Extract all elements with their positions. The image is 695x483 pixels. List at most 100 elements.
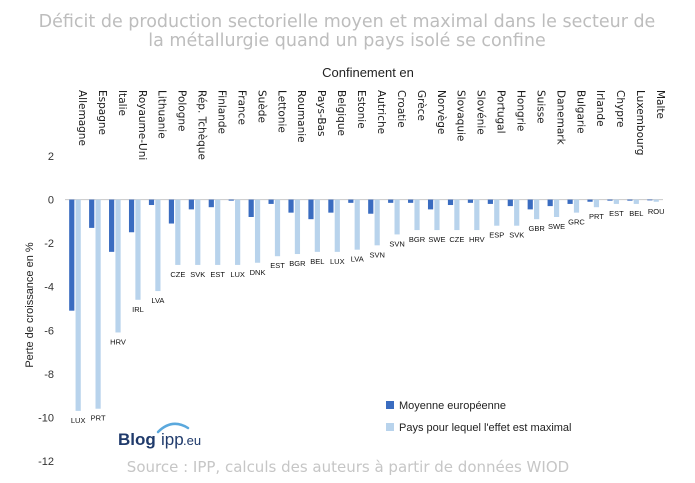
category-label: Slovénie bbox=[475, 90, 487, 135]
bar-average bbox=[427, 199, 434, 210]
category-label: Suisse bbox=[534, 90, 546, 124]
bar-max bbox=[334, 199, 340, 252]
category-label: Bulgarie bbox=[574, 90, 586, 134]
data-label-country-code: SVN bbox=[389, 239, 404, 248]
category-label: Pays-Bas bbox=[315, 90, 327, 137]
bar-average bbox=[567, 199, 573, 204]
bar-average bbox=[607, 199, 613, 201]
labels-layer: LUX Allemagne PRT Espagne HRV Italie IRL Royaum… bbox=[71, 90, 666, 425]
data-label-country-code: LVA bbox=[151, 296, 164, 305]
data-label-country-code: CZE bbox=[449, 235, 464, 244]
category-label: Finlande bbox=[216, 90, 228, 134]
category-label: Hongrie bbox=[515, 90, 527, 131]
bar-average bbox=[408, 199, 414, 203]
bar-max bbox=[633, 199, 639, 204]
bar-average bbox=[627, 199, 633, 201]
data-label-country-code: ESP bbox=[489, 231, 504, 240]
y-tick-label: -8 bbox=[44, 369, 54, 381]
logo-blog-text: Blog bbox=[118, 430, 156, 449]
category-label: Suède bbox=[255, 90, 267, 123]
bar-max bbox=[314, 199, 320, 252]
bar-max bbox=[534, 199, 540, 220]
bar-max bbox=[653, 199, 659, 202]
bar-average bbox=[527, 199, 533, 210]
bar-average bbox=[109, 199, 115, 252]
data-label-country-code: LUX bbox=[71, 416, 86, 425]
data-label-country-code: PRT bbox=[589, 212, 604, 221]
data-label-country-code: HRV bbox=[469, 235, 485, 244]
category-label: Malte bbox=[654, 90, 666, 119]
bar-max bbox=[294, 199, 301, 255]
category-label: Danemark bbox=[554, 90, 566, 146]
bar-average bbox=[168, 199, 175, 224]
bar-average bbox=[348, 199, 354, 203]
bar-average bbox=[188, 199, 194, 210]
bar-average bbox=[647, 199, 653, 201]
bar-max bbox=[135, 199, 141, 300]
data-label-country-code: BGR bbox=[289, 259, 306, 268]
bar-max bbox=[354, 199, 360, 250]
category-label: Luxembourg bbox=[634, 90, 646, 155]
data-label-country-code: BEL bbox=[629, 209, 643, 218]
data-label-country-code: EST bbox=[609, 209, 624, 218]
bar-max bbox=[613, 199, 619, 204]
bar-max bbox=[95, 199, 101, 409]
bar-max bbox=[414, 199, 420, 231]
category-label: Allemagne bbox=[76, 90, 88, 146]
legend-label-average: Moyenne européenne bbox=[399, 400, 506, 412]
chart-title-line2: la métallurgie quand un pays isolé se co… bbox=[148, 31, 545, 51]
bar-max bbox=[454, 199, 460, 231]
category-label: Grèce bbox=[415, 90, 427, 121]
bar-max bbox=[514, 199, 520, 226]
category-label: Italie bbox=[116, 90, 128, 116]
bar-average bbox=[487, 199, 493, 204]
category-label: France bbox=[235, 90, 247, 125]
source-note: Source : IPP, calculs des auteurs à part… bbox=[127, 458, 569, 476]
y-tick-label: -2 bbox=[44, 238, 54, 250]
category-label: Espagne bbox=[96, 90, 108, 135]
bar-max bbox=[274, 199, 281, 257]
data-label-country-code: PRT bbox=[91, 414, 106, 423]
bar-average bbox=[69, 199, 75, 311]
bar-average bbox=[547, 199, 553, 207]
bar-average bbox=[228, 199, 234, 201]
bars-layer bbox=[69, 199, 659, 411]
category-label: Rép. Tchèque bbox=[196, 90, 208, 160]
data-label-country-code: BEL bbox=[310, 257, 324, 266]
y-axis-label: Perte de croissance en % bbox=[24, 242, 36, 368]
category-label: Lithuanie bbox=[156, 90, 168, 139]
bar-max bbox=[75, 199, 81, 411]
bar-average bbox=[128, 199, 135, 233]
bar-max bbox=[494, 199, 500, 226]
category-label: Pologne bbox=[176, 90, 188, 132]
legend-label-max: Pays pour lequel l'effet est maximal bbox=[399, 422, 571, 434]
bar-average bbox=[388, 199, 394, 203]
logo-eu-text: .eu bbox=[183, 433, 201, 448]
data-label-country-code: BGR bbox=[409, 235, 426, 244]
category-label: Roumanie bbox=[295, 90, 307, 143]
data-label-country-code: EST bbox=[210, 270, 225, 279]
axis-layer: 2 0 -2 -4 -6 -8 -10 -12 bbox=[38, 151, 663, 468]
bar-max bbox=[573, 199, 580, 213]
category-label: Irlande bbox=[594, 90, 606, 127]
data-label-country-code: EST bbox=[270, 261, 285, 270]
category-label: Slovaquie bbox=[455, 90, 467, 141]
data-label-country-code: SVK bbox=[190, 270, 205, 279]
bar-max bbox=[394, 199, 400, 235]
bar-max bbox=[195, 199, 201, 265]
legend-swatch-max bbox=[386, 423, 394, 431]
category-label: Belgique bbox=[335, 90, 347, 136]
bar-max bbox=[474, 199, 480, 231]
bar-average bbox=[308, 199, 314, 220]
data-label-country-code: ROU bbox=[648, 207, 665, 216]
category-label: Lettonie bbox=[275, 90, 287, 133]
bar-average bbox=[268, 199, 274, 204]
bar-max bbox=[235, 199, 241, 265]
data-label-country-code: GRC bbox=[568, 218, 585, 227]
y-tick-label: 0 bbox=[48, 195, 54, 207]
bar-average bbox=[447, 199, 454, 206]
bar-max bbox=[155, 199, 161, 292]
bar-average bbox=[248, 199, 254, 217]
data-label-country-code: LVA bbox=[351, 255, 364, 264]
y-tick-label: -4 bbox=[44, 282, 54, 294]
